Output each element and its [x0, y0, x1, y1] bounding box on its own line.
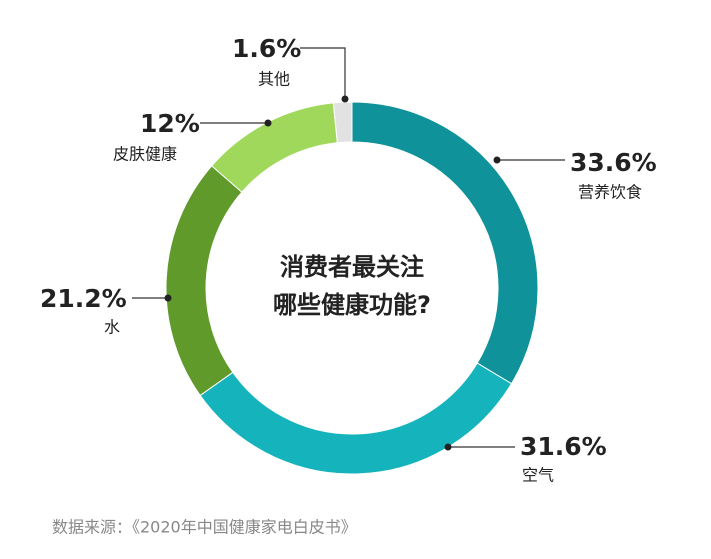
donut-segment: [332, 101, 353, 144]
value-label: 33.6%: [570, 148, 657, 177]
source-note: 数据来源：《2020年中国健康家电白皮书》: [52, 518, 357, 537]
category-label: 水: [104, 318, 120, 337]
leader-dot: [341, 95, 349, 103]
value-label: 12%: [140, 109, 200, 138]
donut-segment: [199, 362, 513, 475]
category-label: 皮肤健康: [113, 145, 177, 164]
center-title: 哪些健康功能?: [273, 291, 431, 319]
value-label: 21.2%: [40, 284, 127, 313]
leader-line: [300, 47, 346, 99]
leader-dot: [164, 294, 172, 302]
donut-segment: [165, 165, 243, 397]
donut: [165, 101, 539, 475]
donut-segment: [351, 101, 539, 385]
leader-dot: [444, 443, 452, 451]
category-label: 其他: [258, 70, 290, 89]
donut-segment: [211, 102, 338, 193]
category-label: 营养饮食: [578, 183, 642, 202]
value-label: 31.6%: [520, 432, 607, 461]
leader-dot: [264, 119, 272, 127]
value-label: 1.6%: [232, 34, 301, 63]
category-label: 空气: [522, 466, 554, 485]
leader-dot: [493, 156, 501, 164]
center-title: 消费者最关注: [280, 253, 424, 281]
